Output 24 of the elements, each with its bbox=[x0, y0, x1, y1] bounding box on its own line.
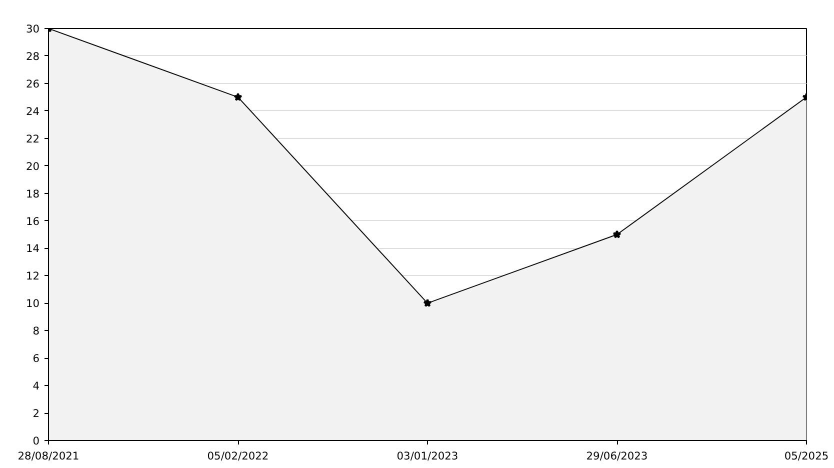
y-tick-label: 12 bbox=[26, 270, 40, 283]
y-tick-label: 14 bbox=[26, 242, 40, 256]
y-tick-label: 8 bbox=[32, 324, 40, 338]
x-tick-label: 03/01/2023 bbox=[396, 450, 458, 462]
y-tick-label: 16 bbox=[26, 214, 40, 228]
x-tick-label: 28/08/2021 bbox=[18, 450, 80, 462]
y-tick-label: 30 bbox=[26, 22, 40, 36]
y-tick-label: 26 bbox=[26, 77, 40, 90]
y-tick-label: 24 bbox=[26, 104, 40, 118]
y-tick-label: 22 bbox=[26, 132, 40, 146]
y-tick-label: 4 bbox=[32, 380, 40, 393]
point bbox=[423, 298, 432, 307]
y-tick-label: 0 bbox=[32, 434, 40, 448]
x-tick-label: 05/02/2022 bbox=[207, 450, 269, 462]
point bbox=[234, 92, 242, 101]
y-tick-label: 2 bbox=[32, 407, 40, 420]
point bbox=[612, 230, 622, 238]
x-tick-label: 29/06/2023 bbox=[586, 450, 648, 462]
y-tick-label: 10 bbox=[26, 297, 40, 310]
x-tick-label: 05/2025 bbox=[784, 450, 829, 462]
y-tick-label: 18 bbox=[26, 187, 40, 200]
y-tick-label: 28 bbox=[26, 50, 40, 63]
y-tick-label: 20 bbox=[26, 160, 40, 173]
y-tick-label: 6 bbox=[32, 352, 40, 366]
